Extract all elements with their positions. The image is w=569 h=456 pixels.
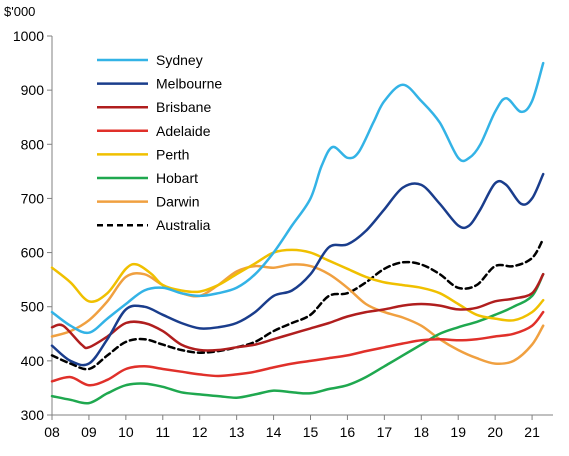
x-tick-label: 10 [118, 424, 134, 440]
legend-label-brisbane: Brisbane [156, 99, 211, 115]
legend-label-sydney: Sydney [156, 52, 203, 68]
y-axis-label: $'000 [4, 4, 35, 19]
y-tick-label: 500 [21, 299, 45, 315]
y-tick-label: 300 [21, 407, 45, 423]
y-tick-label: 800 [21, 136, 45, 152]
axes: 300 400 500 600 700 800 900 1000 08 09 10 11 12 13 14 1… [4, 4, 553, 440]
x-tick-label: 17 [377, 424, 393, 440]
series-line-melbourne [50, 172, 545, 367]
x-tick-label: 20 [487, 424, 503, 440]
x-tick-label: 12 [192, 424, 208, 440]
legend-label-hobart: Hobart [156, 170, 198, 186]
x-tick-label: 19 [450, 424, 466, 440]
x-tick-label: 08 [44, 424, 60, 440]
legend-label-perth: Perth [156, 146, 189, 162]
legend-label-darwin: Darwin [156, 194, 200, 210]
y-tick-label: 600 [21, 245, 45, 261]
series-line-adelaide [50, 310, 545, 387]
x-tick-label: 14 [266, 424, 282, 440]
series-line-perth [50, 248, 545, 322]
series-line-brisbane [50, 272, 545, 352]
legend-label-melbourne: Melbourne [156, 76, 222, 92]
x-tick-label: 18 [413, 424, 429, 440]
series-line-sydney [50, 61, 545, 335]
y-tick-label: 1000 [13, 28, 44, 44]
x-tick-label: 09 [81, 424, 97, 440]
legend: Sydney Melbourne Brisbane Adelaide Perth Hoba… [97, 52, 222, 233]
series-line-hobart [50, 272, 545, 405]
x-tick-label: 13 [229, 424, 245, 440]
y-tick-label: 900 [21, 82, 45, 98]
series-line-darwin [50, 263, 545, 366]
legend-label-adelaide: Adelaide [156, 123, 211, 139]
y-tick-label: 700 [21, 190, 45, 206]
x-tick-label: 11 [156, 424, 171, 440]
series-line-australia [50, 237, 545, 371]
series-lines [50, 61, 545, 405]
y-tick-label: 400 [21, 353, 45, 369]
x-tick-label: 21 [524, 424, 540, 440]
legend-label-australia: Australia [156, 217, 211, 233]
x-tick-label: 16 [340, 424, 356, 440]
x-tick-label: 15 [303, 424, 319, 440]
